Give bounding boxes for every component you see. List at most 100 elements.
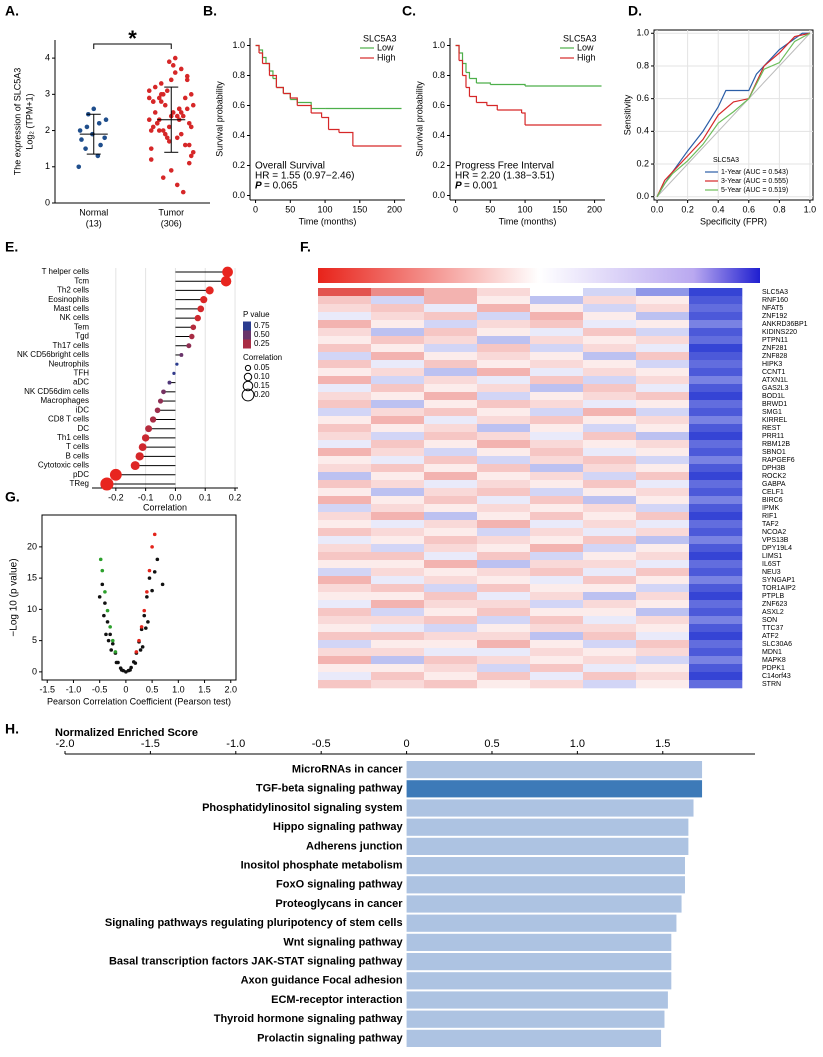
heatmap-cell: [636, 528, 690, 537]
heatmap-cell: [477, 568, 531, 577]
point: [158, 81, 164, 86]
heatmap-cell: [583, 480, 637, 489]
point: [175, 362, 179, 366]
y-tick-label: TFH: [73, 369, 89, 378]
heatmap-cell: [477, 488, 531, 497]
y-tick-label: Th2 cells: [57, 286, 89, 295]
heatmap-cell: [636, 616, 690, 625]
survival-step: [459, 59, 464, 76]
legend-swatch: [243, 330, 251, 340]
point: [96, 121, 102, 126]
legend-label: 0.20: [254, 390, 270, 399]
point: [188, 124, 194, 130]
heatmap-cell: [583, 456, 637, 465]
point: [152, 532, 157, 537]
heatmap-cell: [424, 416, 478, 425]
heatmap-cell: [583, 592, 637, 601]
x-tick-label: 150: [352, 204, 367, 214]
heatmap-cell: [583, 320, 637, 329]
bar: [406, 1010, 665, 1028]
heatmap-cell: [477, 376, 531, 385]
heatmap-cell: [318, 392, 372, 401]
heatmap-cell: [689, 656, 743, 665]
legend-swatch: [241, 388, 255, 402]
point: [156, 128, 162, 133]
heatmap-cell: [689, 520, 743, 529]
heatmap-cell: [530, 664, 584, 673]
heatmap-cell: [530, 472, 584, 481]
row-label: TOR1AIP2: [762, 585, 796, 592]
heatmap-cell: [318, 640, 372, 649]
heatmap-cell: [636, 344, 690, 353]
heatmap-cell: [424, 656, 478, 665]
heatmap-cell: [689, 456, 743, 465]
legend-label: Low: [377, 42, 394, 52]
significance-bracket: [93, 43, 172, 49]
row-label: PDPK1: [762, 665, 785, 672]
bar: [406, 1029, 662, 1047]
heatmap-cell: [583, 600, 637, 609]
x-tick-label: -0.2: [108, 492, 124, 502]
survival-step: [465, 71, 471, 79]
point: [186, 142, 192, 148]
heatmap-cell: [477, 464, 531, 473]
heatmap-cell: [318, 552, 372, 561]
point: [157, 398, 164, 404]
heatmap-cell: [583, 432, 637, 441]
heatmap-cell: [424, 584, 478, 593]
p-symbol: P: [455, 181, 462, 192]
point: [148, 146, 154, 151]
point: [186, 343, 192, 349]
heatmap-cell: [318, 632, 372, 641]
bar: [406, 837, 689, 855]
legend-label: 0.15: [254, 381, 270, 390]
heatmap-cell: [424, 456, 478, 465]
point: [179, 353, 184, 357]
heatmap-cell: [636, 496, 690, 505]
heatmap-cell: [477, 520, 531, 529]
row-label: RNF160: [762, 297, 788, 304]
heatmap-cell: [689, 632, 743, 641]
heatmap-cell: [424, 672, 478, 681]
heatmap-cell: [689, 432, 743, 441]
survival-step: [486, 104, 498, 110]
legend-label: High: [577, 52, 596, 62]
heatmap-cell: [424, 600, 478, 609]
y-tick-label: 1.0: [636, 28, 649, 38]
x-tick-label: 0.0: [169, 492, 182, 502]
point: [150, 588, 154, 593]
heatmap-cell: [530, 592, 584, 601]
bar: [406, 780, 703, 798]
heatmap-cell: [477, 536, 531, 545]
heatmap-cell: [530, 496, 584, 505]
heatmap-cell: [689, 560, 743, 569]
heatmap-cell: [318, 472, 372, 481]
heatmap-cell: [371, 296, 425, 305]
heatmap-cell: [477, 288, 531, 297]
heatmap-cell: [636, 632, 690, 641]
row-label: C14orf43: [762, 673, 791, 680]
x-tick-label: 0.8: [773, 204, 786, 214]
row-label: NFAT5: [762, 305, 783, 312]
panel-label: D.: [628, 3, 642, 19]
point: [139, 625, 144, 629]
heatmap-cell: [371, 608, 425, 617]
row-label: BOD1L: [762, 393, 785, 400]
heatmap-cell: [424, 464, 478, 473]
heatmap-cell: [318, 416, 372, 425]
heatmap-cell: [477, 480, 531, 489]
point: [140, 645, 145, 649]
legend-title: Correlation: [243, 353, 282, 362]
category-label: Axon guidance Focal adhesion: [241, 975, 403, 987]
row-label: KIDINS220: [762, 329, 797, 336]
bar: [406, 914, 677, 932]
point: [147, 568, 152, 573]
heatmap-cell: [424, 632, 478, 641]
heatmap-cell: [583, 664, 637, 673]
y-tick-label: Mast cells: [53, 304, 89, 313]
row-label: TTC37: [762, 625, 784, 632]
survival-step: [469, 77, 478, 83]
heatmap-cell: [371, 384, 425, 393]
heatmap-cell: [583, 544, 637, 553]
point: [161, 389, 166, 395]
